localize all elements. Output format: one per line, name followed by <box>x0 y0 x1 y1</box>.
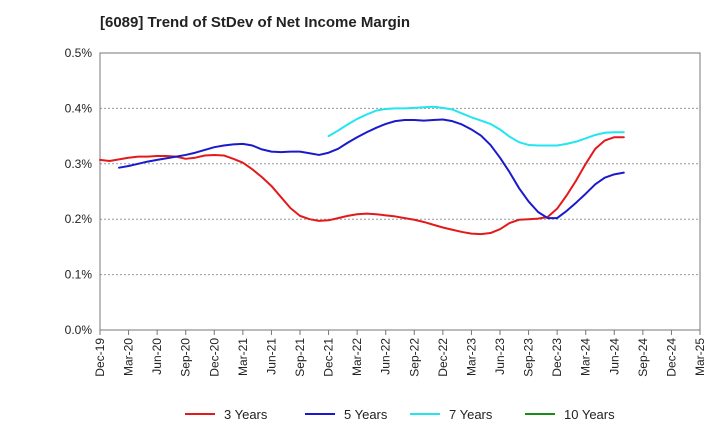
series-line-5-years <box>118 118 625 220</box>
x-tick-label: Jun-24 <box>607 338 621 375</box>
legend-label: 10 Years <box>564 407 615 422</box>
x-tick-label: Dec-24 <box>664 338 678 377</box>
y-tick-label: 0.0% <box>65 323 93 337</box>
x-tick-label: Mar-21 <box>236 338 250 376</box>
plot-frame <box>99 52 701 331</box>
x-tick-label: Mar-22 <box>350 338 364 376</box>
x-tick-label: Sep-22 <box>407 338 421 377</box>
y-tick-label: 0.2% <box>65 212 93 226</box>
chart-title: [6089] Trend of StDev of Net Income Marg… <box>100 14 411 31</box>
y-tick-label: 0.5% <box>65 46 93 60</box>
x-tick-label: Jun-22 <box>379 338 393 375</box>
legend-label: 5 Years <box>344 407 388 422</box>
x-tick-label: Dec-21 <box>322 338 336 377</box>
x-tick-label: Sep-23 <box>522 338 536 377</box>
x-tick-label: Jun-21 <box>264 338 278 375</box>
x-tick-label: Jun-20 <box>150 338 164 375</box>
legend-label: 7 Years <box>449 407 493 422</box>
x-tick-label: Jun-23 <box>493 338 507 375</box>
legend-label: 3 Years <box>224 407 268 422</box>
series-line-7-years <box>327 105 625 147</box>
x-tick-label: Dec-22 <box>436 338 450 377</box>
x-tick-label: Mar-20 <box>122 338 136 376</box>
x-tick-label: Mar-25 <box>693 338 707 376</box>
series-line-3-years <box>99 136 625 236</box>
x-tick-label: Dec-23 <box>550 338 564 377</box>
y-tick-label: 0.3% <box>65 157 93 171</box>
x-tick-label: Sep-20 <box>179 338 193 377</box>
x-tick-label: Mar-24 <box>579 338 593 376</box>
x-tick-label: Sep-24 <box>636 338 650 377</box>
x-tick-label: Dec-20 <box>207 338 221 377</box>
x-tick-label: Mar-23 <box>464 338 478 376</box>
x-tick-label: Sep-21 <box>293 338 307 377</box>
x-tick-label: Dec-19 <box>93 338 107 377</box>
y-tick-label: 0.4% <box>65 101 93 115</box>
y-tick-label: 0.1% <box>65 268 93 282</box>
